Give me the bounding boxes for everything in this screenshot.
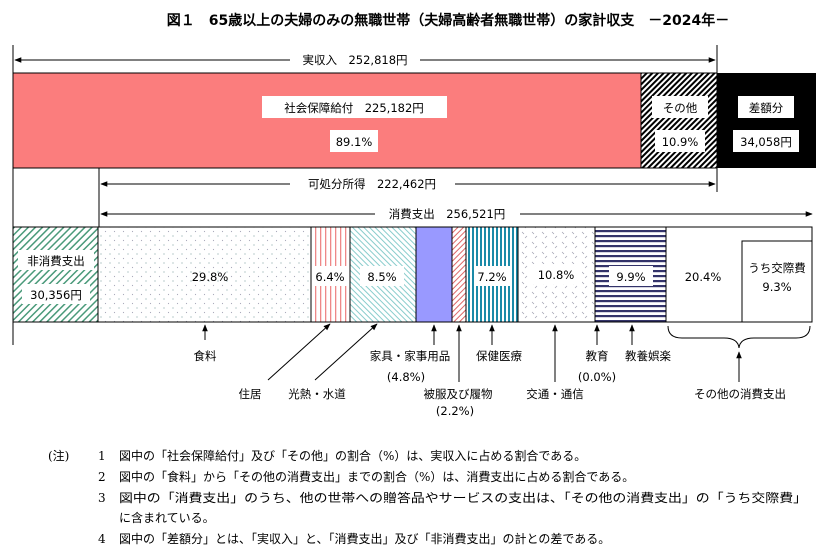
utilities-arrow: [314, 323, 378, 381]
income-total-label: 実収入 252,818円: [302, 53, 407, 67]
non-consumption-segment: [12, 226, 99, 323]
education-pct: (0.0%): [578, 370, 616, 384]
note-4-number: 4: [98, 532, 106, 546]
deficit-value: 34,058円: [740, 135, 792, 149]
other-income-label: その他: [663, 101, 698, 115]
label-transport: 交通・通信: [526, 387, 584, 401]
social-expense-label: うち交際費: [748, 261, 806, 275]
note-3-text: 図中の「消費支出」のうち、他の世帯への贈答品やサービスの支出は、「その他の消費支…: [119, 490, 807, 505]
label-food: 食料: [194, 349, 217, 363]
deficit-label: 差額分: [749, 101, 784, 115]
other-income-segment: [640, 72, 718, 169]
label-clothing: 被服及び履物: [424, 387, 493, 401]
label-other-consumption: その他の消費支出: [694, 387, 786, 401]
recreation-pct: 9.9%: [616, 270, 645, 284]
housing-pct: 6.4%: [315, 270, 344, 284]
label-education: 教育: [586, 349, 609, 363]
social-security-segment: [12, 72, 642, 169]
note-2-text: 図中の「食料」から「その他の消費支出」までの割合（%）は、消費支出に占める割合で…: [119, 469, 634, 484]
note-3-continuation: に含まれている。: [119, 510, 215, 525]
notes-marker: (注): [48, 448, 69, 463]
non-consumption-label: 非消費支出: [27, 254, 85, 268]
non-consumption-value: 30,356円: [30, 288, 82, 302]
transport-pct: 10.8%: [538, 268, 575, 282]
social-security-label: 社会保障給付 225,182円: [284, 101, 424, 115]
segment-recreation: [594, 226, 667, 323]
medical-pct: 7.2%: [477, 270, 506, 284]
label-housing: 住居: [239, 387, 262, 401]
note-4-text: 図中の「差額分」とは、「実収入」と、「消費支出」及び「非消費支出」の計との差であ…: [119, 531, 610, 546]
other-consumption-pct: 20.4%: [685, 270, 722, 284]
other-consumption-brace: [667, 325, 811, 349]
consumption-label: 消費支出 256,521円: [389, 207, 506, 221]
label-furniture: 家具・家事用品: [370, 349, 451, 363]
clothing-pct: (2.2%): [436, 404, 474, 418]
segment-furniture: [415, 226, 453, 323]
note-3-number: 3: [98, 491, 106, 505]
segment-clothing: [451, 226, 467, 323]
food-pct: 29.8%: [192, 270, 229, 284]
segment-social-expense: [741, 240, 813, 323]
other-income-pct: 10.9%: [662, 135, 699, 149]
social-security-pct: 89.1%: [336, 135, 373, 149]
furniture-pct: (4.8%): [387, 370, 425, 384]
disposable-income-label: 可処分所得 222,462円: [308, 177, 436, 191]
label-utilities: 光熱・水道: [288, 387, 346, 401]
housing-arrow: [267, 323, 331, 381]
deficit-segment: [717, 73, 816, 168]
label-medical: 保健医療: [476, 349, 522, 363]
note-1-text: 図中の「社会保障給付」及び「その他」の割合（%）は、実収入に占める割合である。: [119, 448, 586, 463]
note-2-number: 2: [98, 470, 106, 484]
social-expense-pct: 9.3%: [762, 280, 791, 294]
note-1-number: 1: [98, 449, 106, 463]
label-recreation: 教養娯楽: [625, 349, 671, 363]
utilities-pct: 8.5%: [367, 270, 396, 284]
figure-title: 図１ 65歳以上の夫婦のみの無職世帯（夫婦高齢者無職世帯）の家計収支 －2024…: [167, 12, 729, 29]
